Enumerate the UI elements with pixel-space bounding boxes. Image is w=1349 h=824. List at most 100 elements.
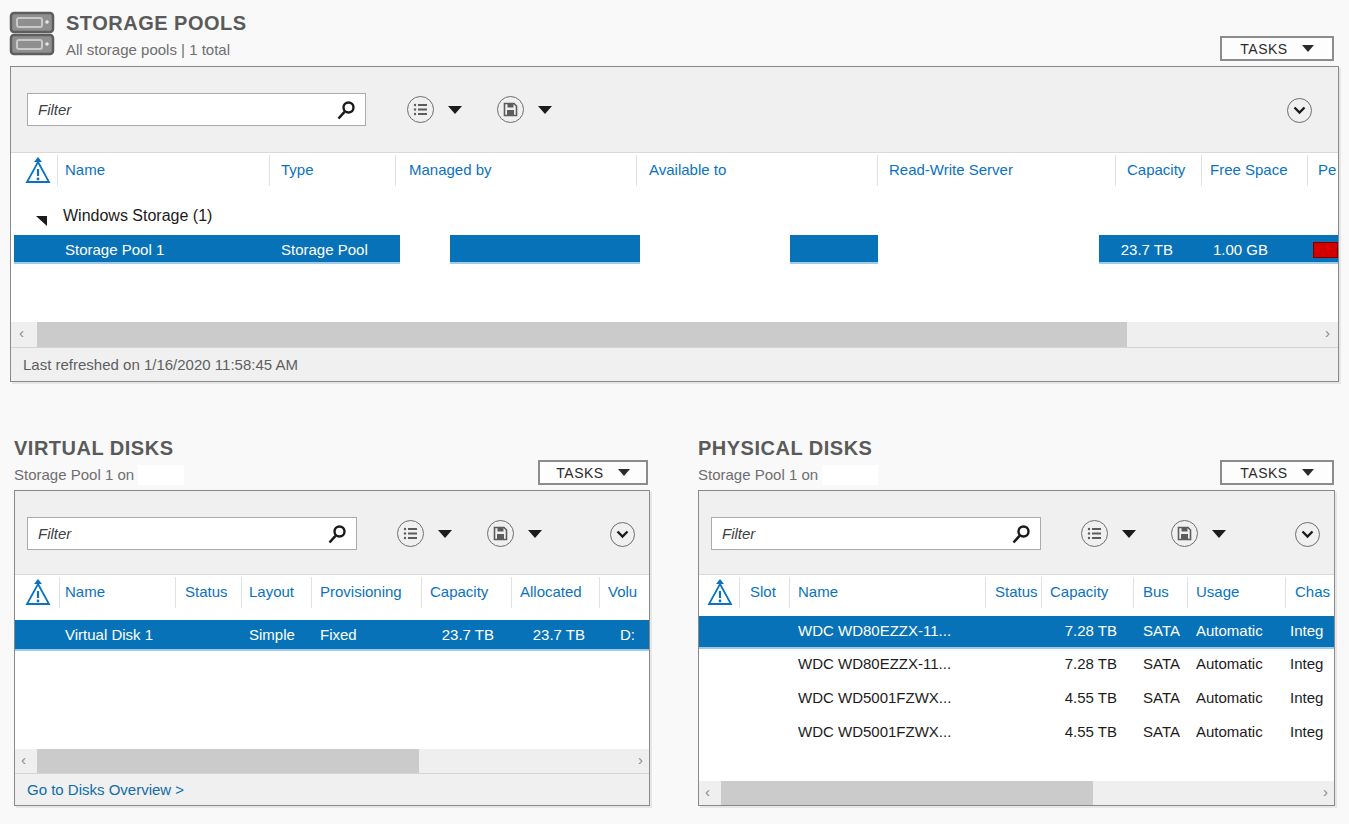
virtual-disks-footer: Go to Disks Overview > (15, 773, 649, 805)
column-header-provisioning[interactable]: Provisioning (320, 583, 402, 600)
selected-row-segment-redacted (450, 235, 640, 264)
pool-name-cell: Storage Pool 1 (65, 241, 164, 258)
storage-pool-row[interactable]: Storage Pool 1 Storage Pool 23.7 TB 1.00… (11, 235, 1338, 266)
column-header-name[interactable]: Name (798, 583, 838, 600)
list-view-dropdown-icon[interactable] (448, 106, 462, 114)
pd-chassis-cell: Integ (1290, 689, 1323, 706)
column-header-status[interactable]: Status (995, 583, 1038, 600)
alert-sort-icon[interactable] (707, 579, 733, 611)
virtual-disks-tasks-button[interactable]: TASKS (538, 460, 648, 485)
pd-name-cell: WDC WD80EZZX-11... (798, 622, 951, 639)
column-header-slot[interactable]: Slot (750, 583, 776, 600)
physical-disk-row[interactable]: WDC WD80EZZX-11... 7.28 TB SATA Automati… (699, 649, 1334, 683)
virtual-disks-hscrollbar[interactable]: ‹ › (15, 749, 649, 773)
column-header-managed-by[interactable]: Managed by (409, 161, 492, 178)
collapse-triangle-icon[interactable] (35, 213, 48, 231)
list-view-icon[interactable] (407, 96, 434, 123)
scrollbar-thumb[interactable] (721, 781, 1093, 805)
scroll-right-icon[interactable]: › (1323, 783, 1328, 800)
list-view-dropdown-icon[interactable] (438, 530, 452, 538)
virtual-disks-toolbar (15, 491, 649, 575)
vd-provisioning-cell: Fixed (320, 626, 357, 643)
search-icon[interactable] (336, 100, 357, 125)
virtual-disk-row[interactable]: Virtual Disk 1 Simple Fixed 23.7 TB 23.7… (15, 620, 649, 651)
scroll-left-icon[interactable]: ‹ (705, 783, 710, 800)
column-header-free-space[interactable]: Free Space (1210, 161, 1288, 178)
physical-disk-row[interactable]: WDC WD80EZZX-11... 7.28 TB SATA Automati… (699, 616, 1334, 649)
physical-disks-toolbar (699, 491, 1334, 575)
physical-disks-table-body: WDC WD80EZZX-11... 7.28 TB SATA Automati… (699, 612, 1334, 781)
column-header-type[interactable]: Type (281, 161, 314, 178)
alert-sort-icon[interactable] (25, 157, 51, 189)
save-query-icon[interactable] (1171, 520, 1198, 547)
column-header-volume[interactable]: Volu (608, 583, 637, 600)
save-query-dropdown-icon[interactable] (528, 530, 542, 538)
storage-pools-tasks-button[interactable]: TASKS (1220, 36, 1334, 61)
save-query-dropdown-icon[interactable] (1212, 530, 1226, 538)
scroll-right-icon[interactable]: › (1325, 324, 1330, 341)
list-view-icon[interactable] (397, 520, 424, 547)
scrollbar-thumb[interactable] (37, 749, 419, 773)
pool-capacity-cell: 23.7 TB (1101, 241, 1173, 258)
storage-pools-toolbar (11, 67, 1338, 153)
physical-disk-row[interactable]: WDC WD5001FZWX... 4.55 TB SATA Automatic… (699, 717, 1334, 751)
collapse-panel-chevron-icon[interactable] (1295, 522, 1320, 547)
physical-disks-filter-input[interactable] (722, 518, 984, 549)
physical-disks-panel: Slot Name Status Capacity Bus Usage Chas… (698, 490, 1335, 806)
pd-bus-cell: SATA (1143, 689, 1180, 706)
column-header-usage[interactable]: Usage (1196, 583, 1239, 600)
search-icon[interactable] (1011, 524, 1032, 549)
percent-allocated-bar (1313, 242, 1338, 258)
vd-layout-cell: Simple (249, 626, 295, 643)
scroll-left-icon[interactable]: ‹ (21, 751, 26, 768)
vd-volume-cell: D: (620, 626, 635, 643)
filter-box (711, 517, 1041, 550)
storage-pools-filter-input[interactable] (38, 94, 308, 125)
scroll-right-icon[interactable]: › (638, 751, 643, 768)
physical-disks-tasks-button[interactable]: TASKS (1220, 460, 1334, 485)
column-header-capacity[interactable]: Capacity (1127, 161, 1185, 178)
last-refreshed-text: Last refreshed on 1/16/2020 11:58:45 AM (23, 356, 298, 373)
pd-name-cell: WDC WD5001FZWX... (798, 723, 951, 740)
column-header-available-to[interactable]: Available to (649, 161, 726, 178)
virtual-disks-filter-input[interactable] (38, 518, 300, 549)
pd-name-cell: WDC WD5001FZWX... (798, 689, 951, 706)
chevron-down-icon (618, 469, 630, 476)
tasks-label: TASKS (556, 465, 603, 481)
column-header-capacity[interactable]: Capacity (1050, 583, 1108, 600)
virtual-disks-subtitle-text: Storage Pool 1 on (14, 466, 134, 483)
column-header-read-write-server[interactable]: Read-Write Server (889, 161, 1013, 178)
go-to-disks-overview-link[interactable]: Go to Disks Overview > (27, 781, 184, 798)
scrollbar-thumb[interactable] (37, 322, 1127, 347)
physical-disks-table-header: Slot Name Status Capacity Bus Usage Chas (699, 575, 1334, 612)
group-row-windows-storage[interactable]: Windows Storage (1) (11, 202, 1338, 235)
pd-capacity-cell: 7.28 TB (1039, 655, 1117, 672)
column-header-chassis[interactable]: Chas (1295, 583, 1330, 600)
storage-pools-hscrollbar[interactable]: ‹ › (11, 322, 1338, 347)
chevron-down-icon (1302, 469, 1314, 476)
virtual-disks-table-body: Virtual Disk 1 Simple Fixed 23.7 TB 23.7… (15, 612, 649, 749)
column-header-layout[interactable]: Layout (249, 583, 294, 600)
storage-pools-table-header: Name Type Managed by Available to Read-W… (11, 153, 1338, 190)
column-header-allocated[interactable]: Allocated (520, 583, 582, 600)
collapse-panel-chevron-icon[interactable] (610, 522, 635, 547)
save-query-icon[interactable] (487, 520, 514, 547)
column-header-percent-allocated[interactable]: Pe (1318, 161, 1336, 178)
physical-disks-hscrollbar[interactable]: ‹ › (699, 781, 1334, 805)
physical-disk-row[interactable]: WDC WD5001FZWX... 4.55 TB SATA Automatic… (699, 683, 1334, 717)
save-query-dropdown-icon[interactable] (538, 106, 552, 114)
save-query-icon[interactable] (497, 96, 524, 123)
alert-sort-icon[interactable] (25, 579, 51, 611)
column-header-bus[interactable]: Bus (1143, 583, 1169, 600)
list-view-icon[interactable] (1081, 520, 1108, 547)
search-icon[interactable] (327, 524, 348, 549)
column-header-capacity[interactable]: Capacity (430, 583, 488, 600)
column-header-status[interactable]: Status (185, 583, 228, 600)
collapse-panel-chevron-icon[interactable] (1287, 98, 1312, 123)
column-header-name[interactable]: Name (65, 161, 105, 178)
list-view-dropdown-icon[interactable] (1122, 530, 1136, 538)
pool-free-space-cell: 1.00 GB (1213, 241, 1268, 258)
column-header-name[interactable]: Name (65, 583, 105, 600)
pd-bus-cell: SATA (1143, 723, 1180, 740)
scroll-left-icon[interactable]: ‹ (19, 324, 24, 341)
